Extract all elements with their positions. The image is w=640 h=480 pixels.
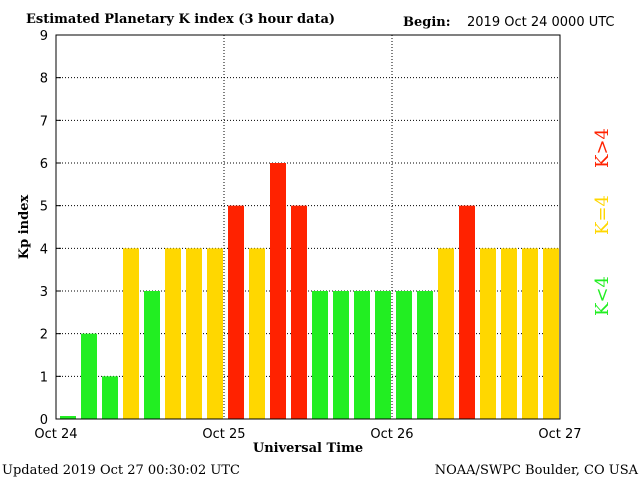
chart-title: Estimated Planetary K index (3 hour data… xyxy=(26,12,335,27)
updated-text: Updated 2019 Oct 27 00:30:02 UTC xyxy=(2,463,240,478)
plot-frame xyxy=(55,34,561,420)
y-tick-label: 9 xyxy=(40,29,48,44)
kp-bar xyxy=(375,291,391,419)
kp-bar xyxy=(123,248,139,419)
x-tick-label: Oct 26 xyxy=(370,427,413,442)
x-tick-label: Oct 24 xyxy=(34,427,77,442)
kp-bar xyxy=(81,333,97,419)
bars-group xyxy=(60,163,559,419)
kp-bar xyxy=(417,291,433,419)
y-tick-label: 3 xyxy=(40,285,48,300)
begin-value: 2019 Oct 24 0000 UTC xyxy=(467,15,615,30)
kp-bar xyxy=(354,291,370,419)
grid-lines xyxy=(56,35,560,419)
y-tick-label: 7 xyxy=(40,114,48,129)
kp-bar xyxy=(228,205,244,419)
kp-bar xyxy=(522,248,538,419)
kp-bar xyxy=(501,248,517,419)
x-axis-label: Universal Time xyxy=(253,441,363,456)
kp-bar xyxy=(102,376,118,419)
legend-equal: K=4 xyxy=(592,195,613,235)
credit-text: NOAA/SWPC Boulder, CO USA xyxy=(435,463,639,478)
legend-below: K<4 xyxy=(592,276,613,316)
kp-bar xyxy=(207,248,223,419)
kp-bar xyxy=(543,248,559,419)
x-ticks: Oct 24 Oct 25 Oct 26 Oct 27 xyxy=(34,427,581,442)
y-tick-label: 2 xyxy=(40,328,48,343)
y-axis-label: Kp index xyxy=(17,195,32,260)
kp-bar xyxy=(312,291,328,419)
y-tick-label: 0 xyxy=(40,413,48,428)
kp-bar xyxy=(459,205,475,419)
kp-bar xyxy=(144,291,160,419)
kp-bar xyxy=(333,291,349,419)
x-tick-label: Oct 25 xyxy=(202,427,245,442)
kp-bar xyxy=(438,248,454,419)
legend-above: K>4 xyxy=(592,128,613,168)
kp-bar xyxy=(480,248,496,419)
y-tick-label: 6 xyxy=(40,157,48,172)
kp-bar xyxy=(60,416,76,419)
x-tick-label: Oct 27 xyxy=(538,427,581,442)
kp-bar xyxy=(186,248,202,419)
kp-bar xyxy=(165,248,181,419)
y-tick-label: 8 xyxy=(40,72,48,87)
kp-bar xyxy=(291,205,307,419)
legend: K<4 K=4 K>4 xyxy=(592,128,613,316)
y-tick-label: 1 xyxy=(40,370,48,385)
begin-label: Begin: xyxy=(403,15,451,30)
y-tick-label: 5 xyxy=(40,200,48,215)
kp-bar xyxy=(249,248,265,419)
y-tick-label: 4 xyxy=(40,242,48,257)
y-ticks: 0 1 2 3 4 5 6 7 8 9 xyxy=(40,29,61,428)
kp-bar xyxy=(396,291,412,419)
kp-bar xyxy=(270,163,286,419)
